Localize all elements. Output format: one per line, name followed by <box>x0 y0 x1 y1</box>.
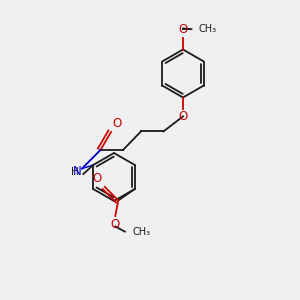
Text: H: H <box>70 167 78 177</box>
Text: CH₃: CH₃ <box>199 23 217 34</box>
Text: O: O <box>113 117 122 130</box>
Text: O: O <box>111 218 120 231</box>
Text: N: N <box>73 165 81 178</box>
Text: O: O <box>92 172 102 184</box>
Text: O: O <box>178 23 188 36</box>
Text: CH₃: CH₃ <box>133 226 151 237</box>
Text: O: O <box>178 110 188 123</box>
